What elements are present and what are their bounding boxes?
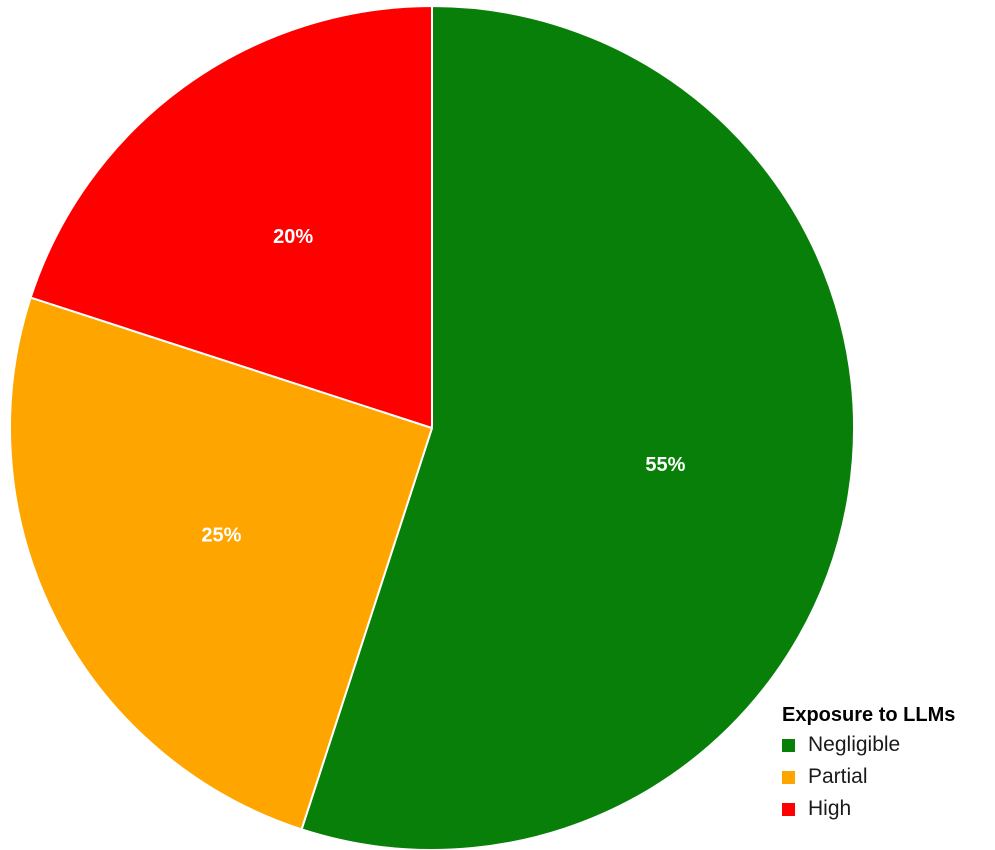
legend-item-partial: Partial [782, 761, 992, 793]
legend-items: Negligible Partial High [782, 729, 992, 825]
legend-swatch-high [782, 802, 795, 816]
data-label-partial: 25% [201, 524, 241, 546]
legend-label-high: High [808, 797, 852, 820]
pie-slice-high [29, 5, 433, 429]
legend: Exposure to LLMs Negligible Partial High [782, 704, 992, 825]
legend-swatch-negligible [782, 738, 795, 752]
pie-slice-partial [9, 296, 433, 831]
legend-swatch-partial [782, 770, 795, 784]
data-label-high: 20% [273, 226, 313, 248]
legend-title: Exposure to LLMs [782, 704, 956, 726]
pie-data-labels: 55% 25% 20% [201, 226, 685, 546]
legend-label-negligible: Negligible [808, 733, 901, 756]
legend-item-negligible: Negligible [782, 729, 992, 761]
data-label-negligible: 55% [645, 454, 685, 476]
pie-slices [9, 5, 855, 850]
pie-slice-negligible [300, 5, 855, 850]
legend-label-partial: Partial [808, 765, 868, 788]
legend-item-high: High [782, 793, 992, 825]
